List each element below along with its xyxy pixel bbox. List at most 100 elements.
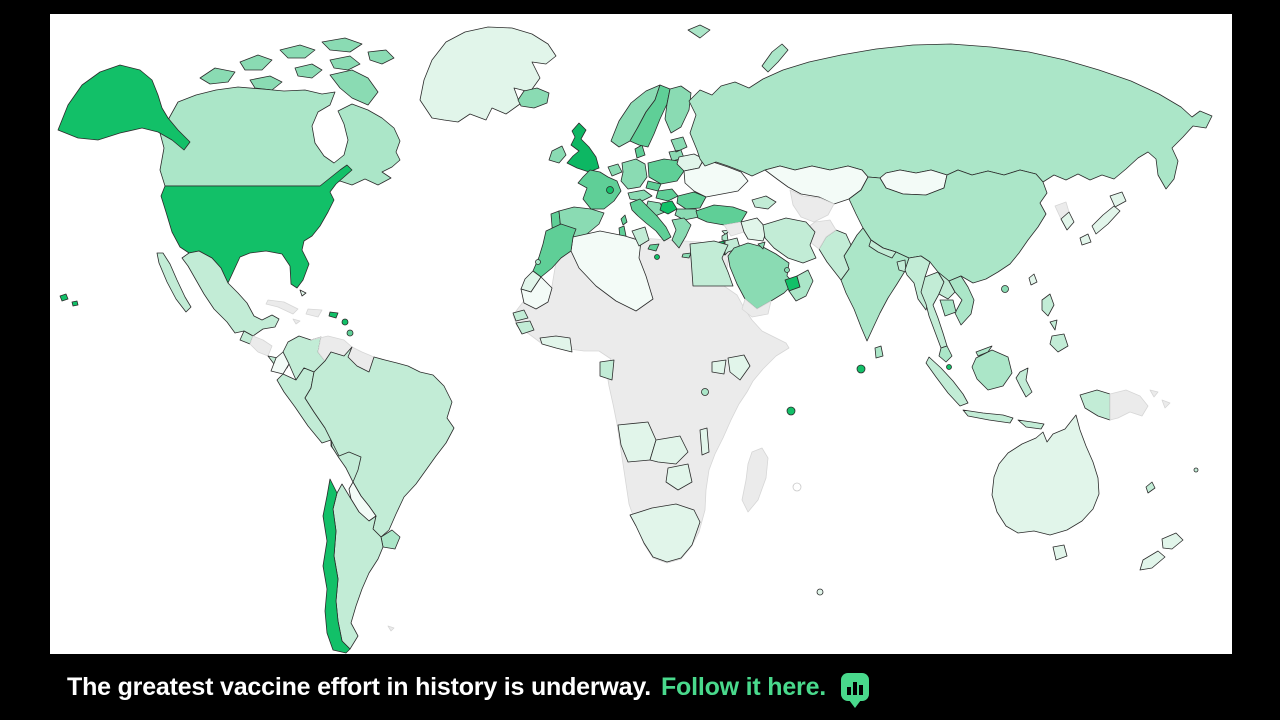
region-slovakia-hungary[interactable] <box>655 188 679 202</box>
region-greece[interactable] <box>671 217 692 249</box>
region-greenland[interactable] <box>419 26 557 123</box>
region-oman[interactable] <box>788 269 814 302</box>
region-monaco[interactable] <box>606 186 614 194</box>
region-ireland[interactable] <box>548 145 567 164</box>
region-serbia[interactable] <box>659 200 678 215</box>
region-novaya-zemlya[interactable] <box>761 43 789 73</box>
region-vietnam[interactable] <box>948 275 975 326</box>
region-hispaniola[interactable] <box>305 308 323 318</box>
region-indian-ocean-island[interactable] <box>816 588 824 596</box>
region-caucasus[interactable] <box>751 195 777 210</box>
region-africa-no-data[interactable] <box>512 234 790 564</box>
region-ecuador[interactable] <box>270 351 290 375</box>
region-nepal[interactable] <box>868 239 897 259</box>
region-sri-lanka[interactable] <box>874 345 884 359</box>
region-central-asia[interactable] <box>789 189 835 223</box>
region-lesser-antilles-2[interactable] <box>346 329 354 337</box>
region-uganda[interactable] <box>711 359 727 375</box>
region-chile[interactable] <box>322 478 351 654</box>
caption-headline: The greatest vaccine effort in history i… <box>67 672 651 701</box>
region-yemen[interactable] <box>741 298 772 318</box>
region-alaska[interactable] <box>57 64 191 151</box>
icon-bar <box>847 687 852 695</box>
region-iraq[interactable] <box>740 217 768 242</box>
region-cuba[interactable] <box>265 299 299 315</box>
region-tunisia[interactable] <box>631 226 650 247</box>
region-mauritius[interactable] <box>792 482 802 492</box>
region-mauritania[interactable] <box>520 276 553 310</box>
region-iran[interactable] <box>762 217 817 264</box>
region-egypt[interactable] <box>689 240 734 287</box>
region-crete[interactable] <box>681 252 692 259</box>
region-romania[interactable] <box>676 191 707 210</box>
region-saudi-arabia[interactable] <box>727 242 795 310</box>
chart-bubble-icon[interactable] <box>841 673 870 701</box>
region-zambia[interactable] <box>649 435 689 465</box>
region-singapore[interactable] <box>946 364 952 370</box>
region-senegal[interactable] <box>512 309 529 322</box>
region-morocco[interactable] <box>532 223 577 278</box>
region-hong-kong[interactable] <box>1001 285 1009 293</box>
region-new-zealand[interactable] <box>1139 532 1184 571</box>
region-france[interactable] <box>577 169 622 210</box>
region-finland[interactable] <box>664 85 692 134</box>
region-denmark[interactable] <box>634 144 646 159</box>
world-map <box>50 14 1232 654</box>
region-lesser-antilles-1[interactable] <box>341 318 349 326</box>
region-tasmania[interactable] <box>1052 544 1068 561</box>
region-bolivia[interactable] <box>330 439 362 483</box>
region-canary-islands[interactable] <box>535 259 541 265</box>
region-malta[interactable] <box>654 254 660 260</box>
region-fiji[interactable] <box>1193 467 1199 473</box>
region-maldives[interactable] <box>856 364 866 374</box>
region-madagascar[interactable] <box>741 447 769 513</box>
region-zimbabwe[interactable] <box>665 463 693 491</box>
region-borneo[interactable] <box>971 349 1013 391</box>
region-japan[interactable] <box>1079 191 1127 246</box>
region-guinea[interactable] <box>515 320 535 335</box>
region-falkland-islands[interactable] <box>387 625 395 632</box>
region-iceland[interactable] <box>517 87 550 109</box>
region-rwanda[interactable] <box>701 388 709 396</box>
region-malawi[interactable] <box>699 427 710 456</box>
region-australia[interactable] <box>991 414 1100 536</box>
region-indonesia[interactable] <box>925 356 1111 430</box>
region-bahamas[interactable] <box>299 289 307 297</box>
region-philippines[interactable] <box>1041 293 1069 353</box>
region-poland[interactable] <box>647 158 685 185</box>
region-kuwait[interactable] <box>757 241 766 250</box>
region-jamaica[interactable] <box>292 318 301 325</box>
region-qatar-bahrain[interactable] <box>784 267 790 273</box>
map-panel <box>50 14 1232 654</box>
region-bulgaria[interactable] <box>674 208 700 221</box>
region-taiwan[interactable] <box>1028 273 1038 286</box>
region-benelux[interactable] <box>607 163 623 177</box>
region-canada[interactable] <box>159 86 401 187</box>
region-svalbard[interactable] <box>687 24 711 39</box>
region-kenya[interactable] <box>727 354 751 381</box>
caption-cta-link[interactable]: Follow it here. <box>660 672 827 701</box>
region-seychelles[interactable] <box>786 406 796 416</box>
region-cyprus[interactable] <box>721 229 730 236</box>
region-cambodia[interactable] <box>939 299 957 317</box>
region-papua-new-guinea[interactable] <box>1109 389 1171 421</box>
icon-bar <box>853 682 858 695</box>
region-brazil[interactable] <box>304 346 455 538</box>
region-honduras-nicaragua[interactable] <box>249 335 273 357</box>
region-germany[interactable] <box>620 158 648 190</box>
region-south-africa[interactable] <box>629 503 701 563</box>
region-cote-divoire-ghana[interactable] <box>539 335 573 353</box>
region-algeria[interactable] <box>570 230 654 312</box>
region-austria-switzerland[interactable] <box>627 189 653 202</box>
region-gabon[interactable] <box>599 359 615 381</box>
region-puerto-rico[interactable] <box>328 311 339 319</box>
region-sicily[interactable] <box>647 243 660 252</box>
region-south-korea[interactable] <box>1060 211 1075 231</box>
region-mexico[interactable] <box>156 250 280 337</box>
region-hawaii[interactable] <box>59 293 79 307</box>
region-canada-arctic[interactable] <box>199 37 395 106</box>
region-new-caledonia[interactable] <box>1145 481 1156 494</box>
region-italy[interactable] <box>629 198 672 242</box>
caption-bar: The greatest vaccine effort in history i… <box>0 654 1280 720</box>
